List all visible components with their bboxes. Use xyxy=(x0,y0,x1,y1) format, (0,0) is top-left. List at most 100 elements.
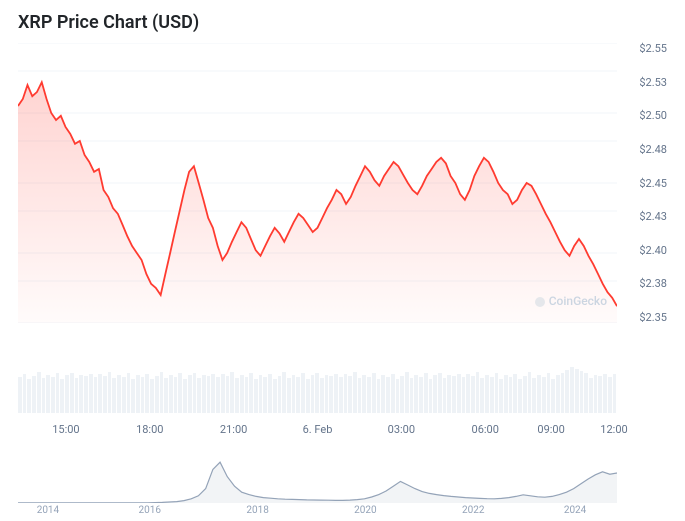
y-tick-label: $2.43 xyxy=(621,211,667,222)
volume-bar xyxy=(127,373,131,413)
volume-bar xyxy=(240,375,244,413)
volume-bar xyxy=(51,377,55,413)
volume-chart[interactable]: 15:0018:0021:006. Feb03:0006:0009:0012:0… xyxy=(18,365,667,413)
y-tick-label: $2.55 xyxy=(621,43,667,54)
volume-bar xyxy=(608,377,612,413)
volume-bar xyxy=(79,375,83,413)
volume-bar xyxy=(287,378,291,413)
volume-bar xyxy=(542,377,546,413)
volume-bar xyxy=(263,377,267,413)
overview-x-tick: 2016 xyxy=(139,505,161,516)
volume-bar xyxy=(207,376,211,413)
overview-chart[interactable]: 201420162018202020222024 xyxy=(18,461,667,521)
volume-bar xyxy=(32,376,36,413)
volume-bar xyxy=(547,373,551,413)
volume-bar xyxy=(367,377,371,413)
volume-bar xyxy=(145,374,149,413)
volume-bar xyxy=(433,375,437,413)
volume-bar xyxy=(160,372,164,413)
volume-bar xyxy=(381,375,385,413)
volume-bar xyxy=(155,376,159,413)
volume-bar xyxy=(476,372,480,413)
volume-bar xyxy=(551,379,555,413)
volume-bar xyxy=(164,378,168,413)
volume-bar xyxy=(235,378,239,413)
volume-bar xyxy=(377,379,381,413)
volume-bar xyxy=(94,377,98,413)
volume-bar xyxy=(443,378,447,413)
x-tick-label: 09:00 xyxy=(537,423,564,436)
volume-bar xyxy=(296,377,300,413)
volume-bar xyxy=(584,373,588,413)
volume-bar xyxy=(178,373,182,413)
volume-bar xyxy=(424,373,428,413)
volume-bar xyxy=(580,371,584,413)
x-tick-label: 21:00 xyxy=(220,423,247,436)
volume-bars xyxy=(18,365,617,413)
y-tick-label: $2.48 xyxy=(621,144,667,155)
volume-bar xyxy=(480,378,484,413)
volume-bar xyxy=(362,375,366,413)
x-tick-label: 03:00 xyxy=(388,423,415,436)
volume-bar xyxy=(245,377,249,413)
volume-bar xyxy=(358,378,362,413)
x-tick-label: 06:00 xyxy=(472,423,499,436)
volume-bar xyxy=(221,374,225,413)
volume-bar xyxy=(249,373,253,413)
volume-bar xyxy=(594,375,598,413)
volume-bar xyxy=(193,373,197,413)
volume-bar xyxy=(150,379,154,413)
y-tick-label: $2.40 xyxy=(621,245,667,256)
volume-bar xyxy=(112,378,116,413)
volume-bar xyxy=(339,377,343,413)
volume-bar xyxy=(603,374,607,413)
y-tick-label: $2.50 xyxy=(621,110,667,121)
volume-bar xyxy=(188,375,192,413)
volume-bar xyxy=(495,373,499,413)
volume-bar xyxy=(344,374,348,413)
x-tick-label: 15:00 xyxy=(52,423,79,436)
volume-bar xyxy=(410,378,414,413)
volume-bar xyxy=(570,367,574,413)
volume-bar xyxy=(466,374,470,413)
volume-bar xyxy=(429,379,433,413)
volume-bar xyxy=(565,370,569,413)
volume-bar xyxy=(84,376,88,413)
volume-bar xyxy=(532,378,536,413)
volume-bar xyxy=(485,375,489,413)
volume-bar xyxy=(60,379,64,413)
volume-bar xyxy=(537,375,541,413)
volume-bar xyxy=(282,372,286,413)
volume-bar xyxy=(320,378,324,413)
volume-bar xyxy=(117,375,121,413)
volume-bar xyxy=(70,373,74,413)
x-axis-labels: 15:0018:0021:006. Feb03:0006:0009:0012:0… xyxy=(18,423,617,443)
volume-bar xyxy=(504,375,508,413)
volume-bar xyxy=(311,375,315,413)
volume-bar xyxy=(75,378,79,413)
volume-bar xyxy=(42,378,46,413)
volume-bar xyxy=(108,372,112,413)
volume-bar xyxy=(216,377,220,413)
volume-bar xyxy=(438,373,442,413)
volume-bar xyxy=(396,379,400,413)
volume-bar xyxy=(462,377,466,413)
volume-bar xyxy=(301,373,305,413)
volume-bar xyxy=(405,372,409,413)
volume-bar xyxy=(589,378,593,413)
overview-x-tick: 2020 xyxy=(354,505,376,516)
volume-bar xyxy=(414,375,418,413)
volume-bar xyxy=(329,376,333,413)
volume-bar xyxy=(518,379,522,413)
volume-bar xyxy=(613,374,617,413)
main-chart[interactable]: $2.55$2.53$2.50$2.48$2.45$2.43$2.40$2.38… xyxy=(18,43,667,343)
volume-bar xyxy=(419,377,423,413)
volume-bar xyxy=(89,374,93,413)
x-tick-label: 6. Feb xyxy=(303,423,333,436)
volume-bar xyxy=(509,377,513,413)
volume-bar xyxy=(56,373,60,413)
volume-bar xyxy=(561,373,565,413)
volume-bar xyxy=(46,375,50,413)
volume-bar xyxy=(98,374,102,413)
volume-bar xyxy=(183,379,187,413)
